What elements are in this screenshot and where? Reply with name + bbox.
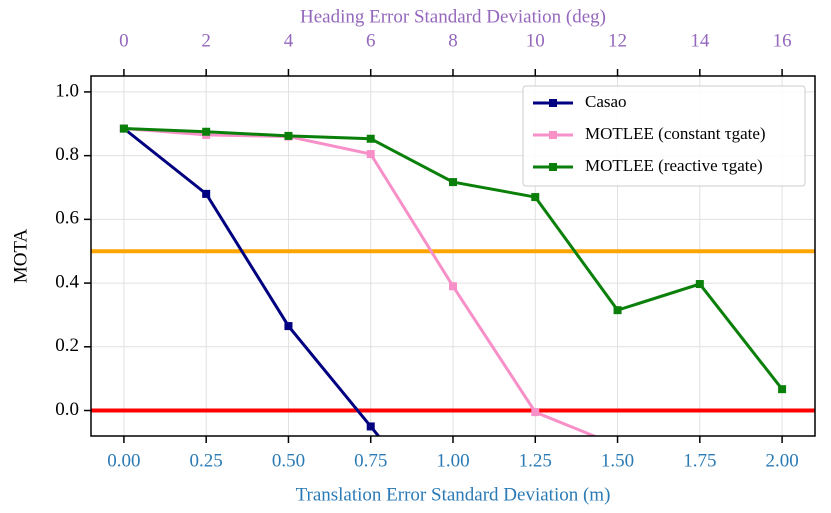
x-axis-label: Translation Error Standard Deviation (m) <box>296 484 611 505</box>
y-tick-label: 0.0 <box>55 399 79 420</box>
data-point <box>366 150 375 159</box>
legend-marker <box>549 99 557 107</box>
x-tick-label: 0.75 <box>354 450 387 471</box>
x2-tick-label: 8 <box>448 30 458 51</box>
data-point <box>119 124 128 133</box>
x2-tick-label: 14 <box>690 30 710 51</box>
x2-tick-label: 6 <box>366 30 376 51</box>
data-point <box>531 408 540 417</box>
data-point <box>695 280 704 289</box>
x-tick-label: 0.00 <box>107 450 140 471</box>
y-tick-label: 0.6 <box>55 208 79 229</box>
legend-box <box>522 85 806 187</box>
x2-tick-label: 16 <box>773 30 792 51</box>
y-tick-label: 0.2 <box>55 335 79 356</box>
x2-tick-label: 10 <box>526 30 545 51</box>
x-tick-label: 1.50 <box>601 450 634 471</box>
x-tick-label: 0.50 <box>272 450 305 471</box>
plot-area <box>91 124 815 436</box>
data-point <box>613 306 622 315</box>
data-point <box>449 178 457 187</box>
y-axis-label: MOTA <box>10 229 31 284</box>
x-tick-label: 2.00 <box>765 450 798 471</box>
plot-frame <box>90 75 816 437</box>
x-tick-label: 0.25 <box>190 450 223 471</box>
legend-label: Casao <box>585 92 627 111</box>
legend-label: MOTLEE (reactive τgate) <box>585 156 763 175</box>
x2-tick-label: 0 <box>119 30 129 51</box>
data-point <box>531 193 540 202</box>
y-tick-label: 0.4 <box>55 271 79 292</box>
data-point <box>778 385 787 394</box>
data-point <box>284 322 293 331</box>
x2-tick-label: 4 <box>284 30 294 51</box>
x-tick-label: 1.75 <box>683 450 716 471</box>
x2-axis-label: Heading Error Standard Deviation (deg) <box>300 6 606 27</box>
y-tick-label: 0.8 <box>55 144 79 165</box>
x2-tick-label: 12 <box>608 30 627 51</box>
data-point <box>202 127 211 136</box>
x-tick-label: 1.25 <box>519 450 552 471</box>
legend-marker <box>549 163 557 171</box>
data-point <box>366 422 375 431</box>
x-tick-label: 1.00 <box>436 450 469 471</box>
legend-label: MOTLEE (constant τgate) <box>585 124 766 143</box>
data-point <box>284 131 293 140</box>
x2-tick-label: 2 <box>201 30 211 51</box>
data-point <box>202 189 211 198</box>
data-point <box>449 282 457 291</box>
data-point <box>366 134 375 143</box>
legend-marker <box>549 131 557 139</box>
y-tick-label: 1.0 <box>55 80 79 101</box>
